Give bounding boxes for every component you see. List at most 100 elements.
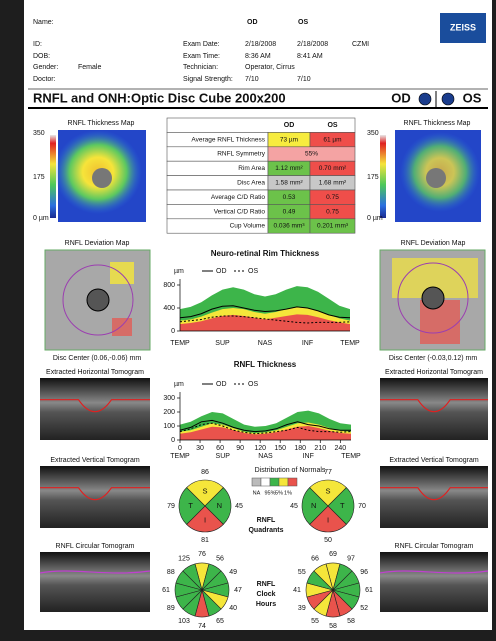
segment-value: 58 bbox=[329, 623, 337, 630]
x-tick-label: INF bbox=[302, 340, 313, 347]
legend-title: Distribution of Normals bbox=[255, 467, 326, 474]
header-text: 2/18/2008 bbox=[245, 41, 276, 48]
segment-value: 61 bbox=[365, 587, 373, 594]
quadrant-letter: S bbox=[325, 487, 330, 496]
y-tick-label: 300 bbox=[163, 395, 175, 402]
x-tick-label: TEMP bbox=[170, 340, 190, 347]
eye-label: OS bbox=[463, 90, 482, 105]
segment-value: 70 bbox=[358, 503, 366, 510]
header-text: DOB: bbox=[33, 53, 50, 60]
rnfl-boundary bbox=[380, 399, 488, 413]
segment-value: 88 bbox=[167, 569, 175, 576]
x-tick-label: TEMP bbox=[340, 340, 360, 347]
chart-title: RNFL Thickness bbox=[234, 360, 297, 369]
tomogram-label: Extracted Horizontal Tomogram bbox=[385, 369, 483, 376]
segment-value: 52 bbox=[360, 605, 368, 612]
pie-segment bbox=[309, 505, 347, 533]
x-tick-label: SUP bbox=[215, 340, 230, 347]
scale-label: 0 µm bbox=[367, 215, 383, 222]
cell-value: 1.68 mm² bbox=[319, 180, 347, 187]
logo-box bbox=[440, 13, 486, 43]
disc bbox=[92, 168, 112, 188]
cell-value: 0.75 bbox=[326, 194, 339, 201]
quadrant-letter: T bbox=[188, 501, 193, 510]
segment-value: 65 bbox=[216, 618, 224, 625]
header-text: 8:36 AM bbox=[245, 53, 271, 60]
section-label: TEMP bbox=[341, 453, 361, 460]
segment-value: 47 bbox=[234, 587, 242, 594]
segment-value: 39 bbox=[298, 605, 306, 612]
scale-label: 350 bbox=[33, 130, 45, 137]
column-header: OD bbox=[284, 122, 295, 129]
scale-bar bbox=[50, 135, 56, 218]
tomogram bbox=[380, 552, 488, 612]
normal-band bbox=[180, 314, 350, 331]
segment-value: 77 bbox=[324, 469, 332, 476]
quadrant-letter: S bbox=[202, 487, 207, 496]
cell-value: 0.201 mm³ bbox=[317, 223, 349, 230]
header-text: Exam Date: bbox=[183, 41, 220, 48]
tomogram bbox=[40, 466, 150, 528]
x-tick-label: 240 bbox=[334, 445, 346, 452]
y-tick-label: 0 bbox=[171, 328, 175, 335]
rnfl-boundary bbox=[379, 570, 489, 574]
row-label: Cup Volume bbox=[230, 223, 266, 230]
tomogram bbox=[380, 378, 488, 440]
legend-label: NA bbox=[253, 490, 261, 496]
cell-value: 1.12 mm² bbox=[275, 165, 303, 172]
row-label: Average RNFL Thickness bbox=[191, 136, 265, 143]
series-line bbox=[179, 422, 352, 435]
tomogram-label: RNFL Circular Tomogram bbox=[395, 543, 474, 550]
segment-value: 50 bbox=[324, 537, 332, 544]
pie-segment bbox=[327, 487, 355, 525]
segment-value: 81 bbox=[201, 537, 209, 544]
quadrant-letter: I bbox=[204, 515, 206, 524]
cell-value: 0.53 bbox=[283, 194, 296, 201]
disc-center: Disc Center (0.06,-0.06) mm bbox=[53, 355, 141, 362]
header-text: 7/10 bbox=[297, 76, 311, 83]
scale-bar bbox=[380, 135, 386, 218]
segment-value: 55 bbox=[311, 618, 319, 625]
x-tick-label: 120 bbox=[254, 445, 266, 452]
disc bbox=[86, 288, 110, 312]
scan-circle bbox=[62, 264, 134, 336]
tomogram-label: Extracted Horizontal Tomogram bbox=[46, 369, 144, 376]
header-text: Female bbox=[78, 64, 101, 71]
axis-label: µm bbox=[174, 381, 184, 388]
series-line bbox=[179, 305, 351, 319]
y-tick-label: 100 bbox=[163, 423, 175, 430]
pie-caption: Quadrants bbox=[248, 527, 283, 534]
header-text: 2/18/2008 bbox=[297, 41, 328, 48]
legend-label: OD bbox=[216, 381, 227, 388]
cell-value: 55% bbox=[305, 151, 318, 158]
cell-value: 61 µm bbox=[323, 136, 341, 143]
pie-caption: Clock bbox=[256, 591, 275, 598]
legend-swatch bbox=[287, 477, 298, 487]
row-label: Average C/D Ratio bbox=[211, 194, 265, 201]
od-marker bbox=[418, 92, 432, 106]
segment-value: 89 bbox=[167, 605, 175, 612]
segment-value: 66 bbox=[311, 556, 319, 563]
tomogram bbox=[40, 378, 150, 440]
section-label: TEMP bbox=[170, 453, 190, 460]
series-line bbox=[179, 315, 351, 324]
cell-value: 73 µm bbox=[280, 136, 298, 143]
pie-caption: RNFL bbox=[257, 517, 276, 524]
x-tick-label: 180 bbox=[294, 445, 306, 452]
map-label: RNFL Thickness Map bbox=[404, 120, 471, 127]
x-tick-label: 60 bbox=[216, 445, 224, 452]
legend-swatch bbox=[269, 477, 280, 487]
y-tick-label: 800 bbox=[163, 282, 175, 289]
segment-value: 125 bbox=[178, 556, 190, 563]
segment-value: 97 bbox=[347, 556, 355, 563]
legend-swatch bbox=[251, 477, 262, 487]
map-label: RNFL Deviation Map bbox=[401, 240, 466, 247]
rnfl-boundary bbox=[39, 570, 151, 574]
pie-segment bbox=[301, 487, 329, 525]
segment-value: 49 bbox=[229, 569, 237, 576]
table-cell bbox=[309, 218, 356, 234]
pie-segment bbox=[186, 479, 224, 507]
pie-segment bbox=[313, 563, 334, 592]
cell-value: 1.58 mm² bbox=[275, 180, 303, 187]
segment-value: 79 bbox=[167, 503, 175, 510]
